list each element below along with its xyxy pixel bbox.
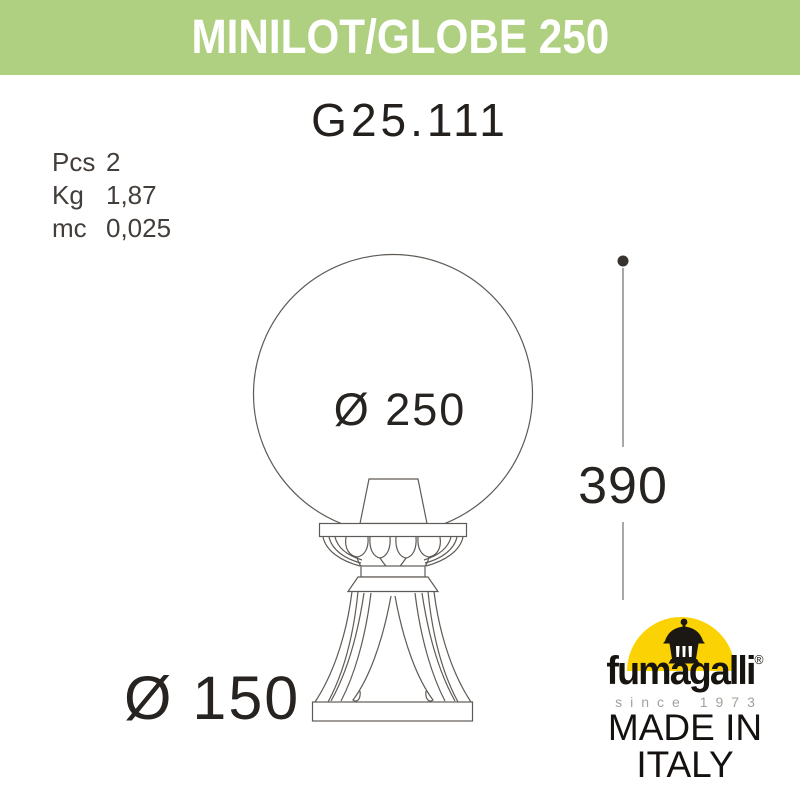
made-in-line1: MADE IN (607, 707, 763, 748)
logo-wordmark: fumagalli® (601, 649, 768, 694)
spec-label-pcs: Pcs (52, 147, 96, 177)
collar-plate (318, 522, 468, 538)
height-dimension (617, 255, 629, 600)
spec-label-mc: mc (52, 213, 87, 243)
spec-value-mc: 0,025 (106, 213, 172, 243)
model-number: G25.111 (311, 94, 509, 146)
made-in-italy-text: MADE IN ITALY (596, 709, 774, 783)
globe-neck (359, 478, 428, 525)
spec-label-kg: Kg (52, 180, 84, 210)
spec-row-kg: Kg 1,87 (52, 179, 171, 212)
base-plinth (311, 701, 474, 722)
registered-trademark-icon: ® (754, 652, 764, 667)
fumagalli-logo: fumagalli® since 1973 MADE IN ITALY (596, 612, 774, 794)
pedestal-body (314, 591, 472, 703)
stem-flare (346, 576, 440, 593)
dimension-endpoint-dot (617, 255, 629, 267)
stem-band (360, 565, 426, 578)
product-name-title: MINILOT/GLOBE 250 (191, 11, 609, 64)
base-diameter-label: Ø 150 (124, 664, 301, 732)
header-bar: MINILOT/GLOBE 250 (0, 0, 800, 75)
globe-diameter-label: Ø 250 (333, 384, 467, 435)
height-label: 390 (578, 457, 668, 515)
made-in-line2: ITALY (636, 744, 734, 785)
logo-wordmark-text: fumagalli (606, 649, 756, 693)
spec-row-pcs: Pcs 2 (52, 146, 171, 179)
spec-block: Pcs 2 Kg 1,87 mc 0,025 (52, 146, 171, 245)
spec-row-mc: mc 0,025 (52, 212, 171, 245)
spec-value-pcs: 2 (106, 147, 121, 177)
gallery-ornament (322, 536, 464, 567)
logo-tagline: since 1973 (615, 694, 763, 710)
spec-value-kg: 1,87 (106, 180, 157, 210)
lantern-icon (663, 618, 705, 664)
